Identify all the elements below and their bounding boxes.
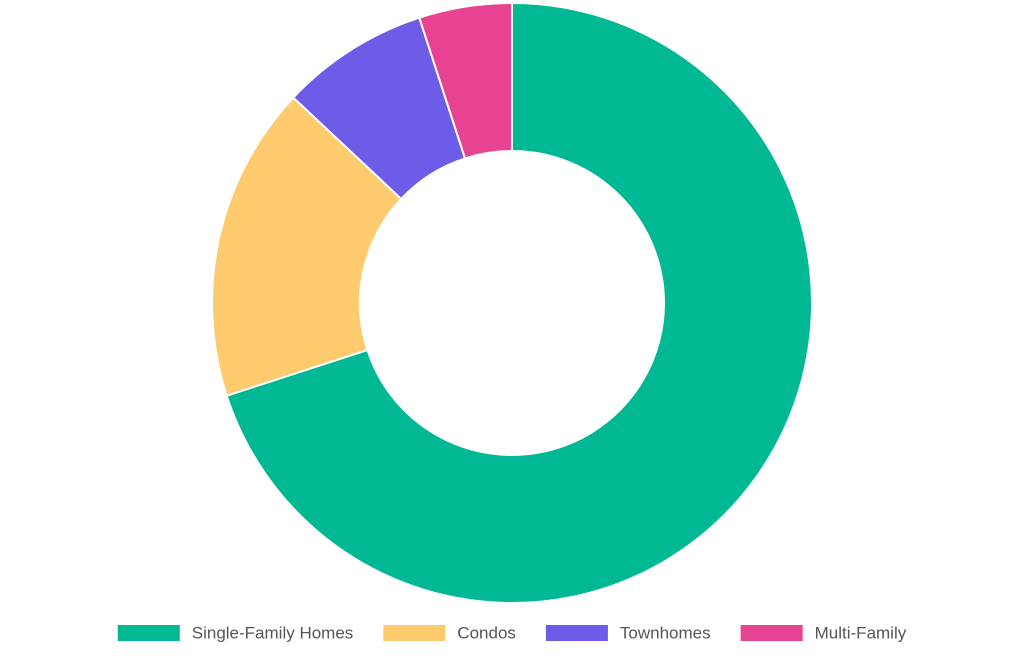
legend: Single-Family Homes Condos Townhomes Multi-…	[117, 623, 907, 642]
legend-swatch	[383, 625, 446, 641]
legend-label: Condos	[457, 623, 516, 642]
legend-label: Townhomes	[620, 623, 711, 642]
legend-label: Multi-Family	[815, 623, 907, 642]
slice	[211, 96, 403, 397]
legend-label: Single-Family Homes	[192, 623, 354, 642]
legend-swatch	[740, 625, 803, 641]
legend-swatch	[117, 625, 180, 641]
slice	[418, 1, 513, 160]
slice	[225, 1, 813, 604]
legend-swatch	[545, 625, 608, 641]
